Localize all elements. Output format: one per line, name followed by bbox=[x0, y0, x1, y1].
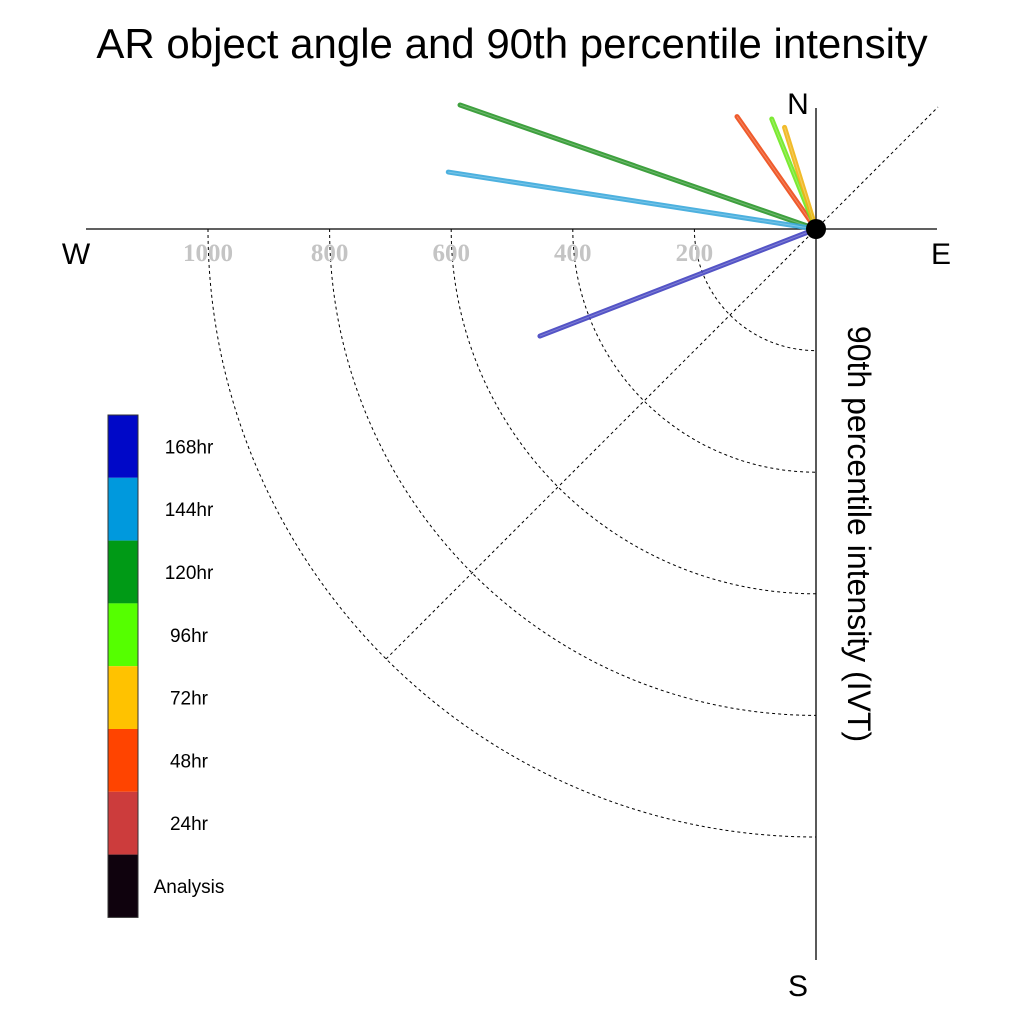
legend-border bbox=[107, 414, 139, 918]
radial-tick-labels: 1000 800 600 400 200 bbox=[183, 240, 713, 267]
legend-label: 168hr bbox=[165, 437, 214, 458]
series-highlight-168hr bbox=[539, 228, 817, 337]
compass-east: E bbox=[931, 238, 951, 271]
legend-swatch bbox=[108, 729, 138, 792]
analysis-point bbox=[806, 219, 826, 239]
series-line-72hr bbox=[782, 124, 819, 232]
legend-swatch bbox=[108, 415, 138, 478]
range-ring-2 bbox=[450, 228, 817, 595]
legend-swatch bbox=[108, 666, 138, 729]
series-line-48hr bbox=[734, 114, 819, 232]
range-ring-0 bbox=[207, 228, 817, 838]
diagonal-guide bbox=[385, 106, 939, 660]
legend: 168hr 144hr 120hr 96hr 72hr 48hr 24hr Analysis bbox=[107, 414, 225, 918]
radial-tick-label: 800 bbox=[311, 240, 349, 267]
chart-title: AR object angle and 90th percentile inte… bbox=[96, 20, 927, 67]
legend-label: 72hr bbox=[170, 689, 209, 710]
series-highlight-48hr bbox=[736, 116, 817, 230]
legend-label: 120hr bbox=[165, 563, 214, 584]
compass-west: W bbox=[62, 238, 91, 271]
series-highlight-72hr bbox=[784, 127, 817, 230]
range-ring-4 bbox=[693, 228, 817, 352]
radial-tick-label: 600 bbox=[432, 240, 470, 267]
compass-south: S bbox=[788, 970, 808, 1003]
legend-swatch bbox=[108, 791, 138, 855]
radial-tick-label: 200 bbox=[676, 240, 714, 267]
legend-label: 24hr bbox=[170, 814, 209, 835]
series-lines bbox=[445, 102, 826, 339]
legend-label: 96hr bbox=[170, 626, 209, 647]
series-line-144hr bbox=[445, 169, 819, 232]
legend-label: 144hr bbox=[165, 500, 214, 521]
legend-swatch bbox=[108, 854, 138, 918]
legend-swatch bbox=[108, 540, 138, 604]
range-ring-3 bbox=[572, 228, 817, 473]
polar-grid bbox=[207, 106, 939, 838]
legend-label: Analysis bbox=[154, 877, 225, 898]
series-line-168hr bbox=[537, 226, 819, 339]
intensity-axis-label: 90th percentile intensity (IVT) bbox=[841, 326, 877, 742]
series-line-120hr bbox=[457, 102, 819, 232]
radial-tick-label: 1000 bbox=[183, 240, 233, 267]
legend-swatch bbox=[108, 477, 138, 541]
legend-label: 48hr bbox=[170, 751, 209, 772]
series-highlight-120hr bbox=[459, 104, 817, 230]
series-highlight-144hr bbox=[448, 171, 817, 230]
range-ring-1 bbox=[329, 228, 817, 716]
compass-north: N bbox=[787, 88, 809, 121]
legend-swatch bbox=[108, 603, 138, 667]
radial-tick-label: 400 bbox=[554, 240, 592, 267]
